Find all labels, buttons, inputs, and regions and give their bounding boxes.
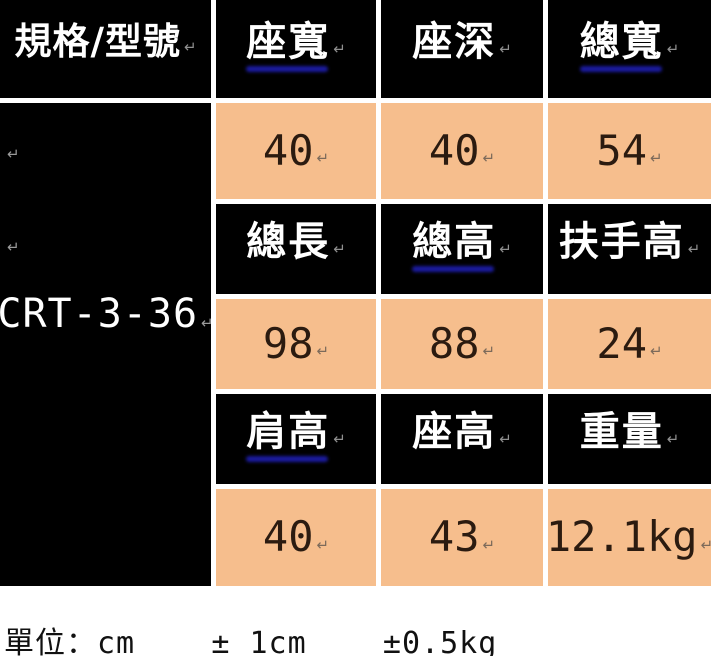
data-value: 54 [596,125,647,175]
value-line: 43 ↵ [429,515,495,559]
return-mark-icon: ↵ [666,40,680,58]
header-line: 總高 ↵ [412,220,512,264]
value-line: 88 ↵ [428,318,496,368]
return-mark-icon: ↵ [333,240,346,258]
data-value: 43 [428,512,480,562]
return-mark-icon: ↵ [700,535,711,554]
return-mark-icon: ↵ [650,342,663,361]
value-line: 40 ↵ [428,125,496,175]
header-label: 座高 [412,409,497,455]
data-value: 40 [262,125,314,175]
header-cell-seat-depth: 座深 ↵ [381,0,543,98]
header-cell-shoulder-height: 肩高 ↵ [216,394,376,484]
spec-table: 規格/型號 ↵ 座寬 ↵ 座深 ↵ 總寬 ↵ ↵ ↵ [0,0,711,586]
header-label: 肩高 [246,409,331,455]
header-line: 座寬 ↵ [246,20,346,64]
return-mark-icon: ↵ [183,38,197,57]
data-cell-armrest-height: 24 ↵ [548,299,711,389]
return-mark-icon: ↵ [7,145,20,163]
corner-header-label: 規格/型號 [14,19,181,63]
data-cell-seat-depth: 40 ↵ [381,103,543,199]
corner-header-line: 規格/型號 ↵ [14,19,197,63]
data-cell-total-height: 88 ↵ [381,299,543,389]
header-line: 總寬 ↵ [580,20,680,64]
return-mark-icon: ↵ [650,149,663,168]
header-cell-armrest-height: 扶手高 ↵ [548,204,711,294]
header-label: 座深 [412,19,497,65]
value-line: 12.1kg ↵ [548,515,711,559]
return-mark-icon: ↵ [687,240,701,258]
header-line: 座深 ↵ [412,20,512,64]
return-mark-icon: ↵ [499,40,512,58]
header-label: 座寬 [246,19,331,65]
data-value: 24 [596,318,647,368]
data-cell-shoulder-height: 40 ↵ [216,489,376,586]
return-mark-icon: ↵ [482,535,496,554]
corner-header-cell: 規格/型號 ↵ [0,0,211,98]
return-mark-icon: ↵ [499,430,512,448]
model-number: CRT-3-36 [0,291,199,337]
header-line: 肩高 ↵ [246,410,346,454]
data-value: 40 [428,125,480,175]
data-cell-weight: 12.1kg ↵ [548,489,711,586]
data-value: 88 [428,318,480,368]
data-cell-total-width: 54 ↵ [548,103,711,199]
header-cell-total-length: 總長 ↵ [216,204,376,294]
header-line: 扶手高 ↵ [559,220,701,264]
return-mark-icon: ↵ [499,240,512,258]
model-cell: ↵ ↵ CRT-3-36 ↵ [0,103,211,586]
header-label: 總寬 [579,19,664,65]
data-cell-seat-width: 40 ↵ [216,103,376,199]
header-cell-total-width: 總寬 ↵ [548,0,711,98]
return-mark-icon: ↵ [666,430,680,448]
return-mark-icon: ↵ [482,342,496,361]
return-mark-icon: ↵ [7,238,20,256]
data-value: 40 [262,512,314,562]
data-value: 98 [262,318,314,368]
units-note: 單位：cm ± 1cm ±0.5kg [4,626,498,656]
data-value: 12.1kg [548,512,698,562]
return-mark-icon: ↵ [316,535,330,554]
header-label: 重量 [579,409,664,455]
value-line: 40 ↵ [262,125,330,175]
value-line: 98 ↵ [262,318,330,368]
header-label: 總長 [246,219,331,265]
model-line: CRT-3-36 ↵ [0,293,211,335]
header-line: 重量 ↵ [580,410,680,454]
return-mark-icon: ↵ [201,314,211,332]
value-line: 24 ↵ [596,318,663,368]
header-cell-weight: 重量 ↵ [548,394,711,484]
return-mark-icon: ↵ [333,40,346,58]
return-mark-icon: ↵ [482,149,496,168]
value-line: 40 ↵ [263,515,329,559]
data-cell-seat-height: 43 ↵ [381,489,543,586]
header-line: 座高 ↵ [412,410,512,454]
header-cell-seat-height: 座高 ↵ [381,394,543,484]
return-mark-icon: ↵ [333,430,346,448]
header-label: 總高 [412,219,497,265]
data-cell-total-length: 98 ↵ [216,299,376,389]
value-line: 54 ↵ [596,125,663,175]
return-mark-icon: ↵ [316,149,330,168]
return-mark-icon: ↵ [316,342,330,361]
header-cell-total-height: 總高 ↵ [381,204,543,294]
header-label: 扶手高 [558,219,685,265]
header-cell-seat-width: 座寬 ↵ [216,0,376,98]
header-line: 總長 ↵ [246,220,346,264]
